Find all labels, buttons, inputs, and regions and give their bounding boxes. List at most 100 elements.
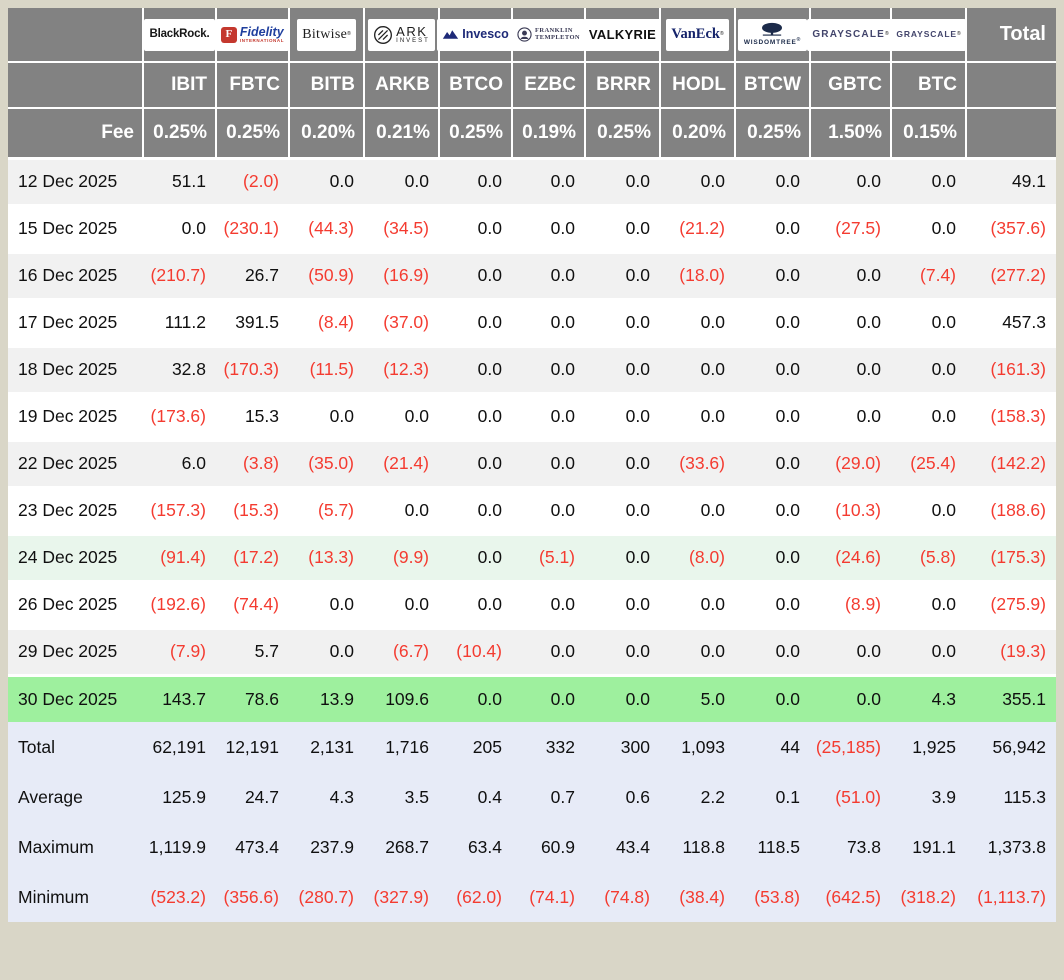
ticker-btcw: BTCW	[735, 62, 811, 109]
ticker-ezbc: EZBC	[512, 62, 586, 109]
table-cell: 0.0	[439, 297, 512, 346]
table-cell: (161.3)	[966, 344, 1056, 393]
table-cell: 0.4	[439, 772, 512, 822]
table-cell: 111.2	[143, 297, 216, 346]
grayscale-mini-logo-icon: GRAYSCALE ®	[891, 18, 966, 51]
table-cell: (327.9)	[364, 872, 439, 922]
table-cell: 473.4	[216, 822, 289, 872]
table-cell: 0.0	[735, 297, 810, 346]
table-cell: (230.1)	[216, 203, 289, 252]
table-cell: (33.6)	[660, 438, 735, 487]
table-cell: 0.0	[660, 485, 735, 534]
wisdomtree-logo-icon: WISDOMTREE®	[737, 18, 808, 51]
table-cell: (277.2)	[966, 250, 1056, 299]
table-row: 24 Dec 2025 (91.4) (17.2) (13.3) (9.9) 0.0 (5.…	[8, 532, 1056, 581]
table-row: 22 Dec 2025 6.0 (3.8) (35.0) (21.4) 0.0 0.0 0.0…	[8, 438, 1056, 487]
table-row: Total 62,191 12,191 2,131 1,716 205 332 300 1,09…	[8, 722, 1056, 772]
grayscale-logo-icon: GRAYSCALE ®	[807, 18, 894, 51]
wisdomtree-tree-icon	[762, 23, 783, 36]
table-cell: 0.0	[735, 626, 810, 675]
table-cell: 0.0	[735, 579, 810, 628]
fee-row-label: Fee	[8, 108, 144, 158]
table-cell: 0.0	[810, 344, 891, 393]
fee-btc: 0.15%	[891, 108, 967, 158]
table-row: 12 Dec 2025 51.1 (2.0) 0.0 0.0 0.0 0.0 0.0 0.0 0.…	[8, 156, 1056, 205]
table-cell: 4.3	[891, 673, 966, 722]
table-cell: 0.0	[585, 344, 660, 393]
table-cell: (13.3)	[289, 532, 364, 581]
blackrock-logo-icon: BlackRock.	[144, 18, 215, 51]
table-cell: 0.0	[585, 438, 660, 487]
table-cell: 0.0	[585, 203, 660, 252]
table-cell: 0.0	[660, 626, 735, 675]
table-cell: (51.0)	[810, 772, 891, 822]
invesco-mountain-icon	[443, 30, 459, 39]
ticker-brrr: BRRR	[585, 62, 661, 109]
table-cell: 0.0	[512, 203, 585, 252]
row-label: 29 Dec 2025	[8, 626, 143, 675]
table-cell: 0.0	[512, 673, 585, 722]
table-cell: 0.0	[735, 250, 810, 299]
ticker-row: IBIT FBTC BITB ARKB BTCO EZBC BRRR HODL …	[8, 62, 1056, 109]
table-cell: 0.0	[439, 203, 512, 252]
table-cell: 1,093	[660, 722, 735, 772]
table-cell: 0.0	[364, 485, 439, 534]
table-cell: 0.0	[735, 438, 810, 487]
fidelity-logo-icon: F Fidelity INTERNATIONAL	[215, 18, 290, 51]
table-row: 19 Dec 2025 (173.6) 15.3 0.0 0.0 0.0 0.0 0.0 0.0…	[8, 391, 1056, 440]
table-cell: (12.3)	[364, 344, 439, 393]
row-label: 19 Dec 2025	[8, 391, 143, 440]
table-cell: (7.9)	[143, 626, 216, 675]
table-cell: 0.0	[660, 391, 735, 440]
table-cell: 0.0	[660, 297, 735, 346]
table-header: BlackRock. F Fidelity INTERNATIONAL Bitwis…	[8, 8, 1056, 158]
table-cell: 0.0	[512, 391, 585, 440]
table-cell: 13.9	[289, 673, 364, 722]
table-cell: (192.6)	[143, 579, 216, 628]
table-cell: 4.3	[289, 772, 364, 822]
table-cell: (91.4)	[143, 532, 216, 581]
table-row: 29 Dec 2025 (7.9) 5.7 0.0 (6.7) (10.4) 0.0 0.0 0…	[8, 626, 1056, 675]
table-row: 15 Dec 2025 0.0 (230.1) (44.3) (34.5) 0.0 0.0 0…	[8, 203, 1056, 252]
table-cell: (34.5)	[364, 203, 439, 252]
table-cell: 118.8	[660, 822, 735, 872]
table-cell: (357.6)	[966, 203, 1056, 252]
table-cell: (11.5)	[289, 344, 364, 393]
table-cell: 0.0	[810, 297, 891, 346]
table-cell: 205	[439, 722, 512, 772]
ticker-hodl: HODL	[660, 62, 736, 109]
table-cell: (74.1)	[512, 872, 585, 922]
table-cell: 0.0	[512, 156, 585, 205]
table-cell: 0.0	[439, 391, 512, 440]
table-cell: (188.6)	[966, 485, 1056, 534]
table-cell: (38.4)	[660, 872, 735, 922]
table-cell: 0.0	[810, 156, 891, 205]
table-cell: 51.1	[143, 156, 216, 205]
table-cell: 355.1	[966, 673, 1056, 722]
table-cell: 0.0	[891, 203, 966, 252]
fee-row: Fee 0.25% 0.25% 0.20% 0.21% 0.25% 0.19% …	[8, 108, 1056, 158]
table-cell: 125.9	[143, 772, 216, 822]
table-cell: 0.6	[585, 772, 660, 822]
table-cell: 191.1	[891, 822, 966, 872]
franklin-templeton-logo-icon: FRANKLIN TEMPLETON	[512, 18, 586, 51]
table-cell: 0.7	[512, 772, 585, 822]
table-cell: 0.0	[512, 297, 585, 346]
table-cell: 49.1	[966, 156, 1056, 205]
table-cell: 6.0	[143, 438, 216, 487]
table-cell: (642.5)	[810, 872, 891, 922]
fee-ibit: 0.25%	[143, 108, 217, 158]
table-cell: 0.0	[585, 626, 660, 675]
table-cell: 0.0	[439, 579, 512, 628]
table-cell: (5.7)	[289, 485, 364, 534]
table-cell: (74.4)	[216, 579, 289, 628]
table-cell: 15.3	[216, 391, 289, 440]
table-cell: 0.0	[512, 344, 585, 393]
table-cell: 118.5	[735, 822, 810, 872]
row-label: Maximum	[8, 822, 143, 872]
table-cell: 0.0	[289, 391, 364, 440]
corner-cell	[8, 8, 144, 63]
table-cell: (356.6)	[216, 872, 289, 922]
table-cell: 0.0	[439, 532, 512, 581]
table-cell: (29.0)	[810, 438, 891, 487]
